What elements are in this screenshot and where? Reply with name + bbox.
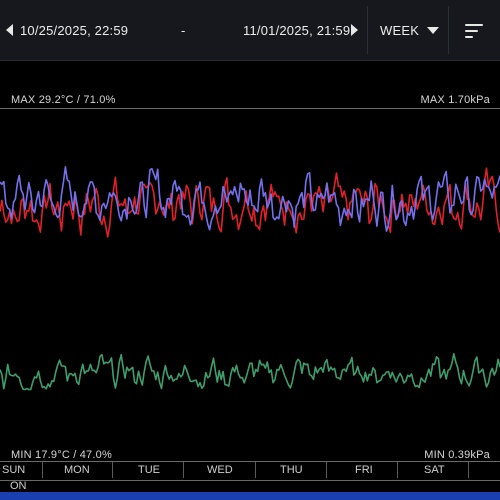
max-temp-humidity-label: MAX 29.2°C / 71.0% <box>11 94 116 106</box>
day-label-sun: SUN <box>2 464 26 476</box>
day-label-fri: FRI <box>355 464 373 476</box>
day-label-mon: MON <box>64 464 90 476</box>
series-line-2 <box>0 353 500 391</box>
day-label-sat: SAT <box>424 464 445 476</box>
status-bar <box>0 492 500 500</box>
day-label-thu: THU <box>280 464 303 476</box>
day-axis: SUN MON TUE WED THU FRI SAT <box>0 461 500 481</box>
period-dropdown[interactable]: WEEK <box>380 0 440 60</box>
sort-menu-icon[interactable] <box>465 24 483 38</box>
chart-plot <box>0 166 500 391</box>
top-toolbar: 10/25/2025, 22:59 - 11/01/2025, 21:59 WE… <box>0 0 500 61</box>
min-vpd-label: MIN 0.39kPa <box>424 449 490 461</box>
divider <box>448 6 449 54</box>
next-period-button[interactable] <box>351 0 358 60</box>
series-line-1 <box>0 166 500 232</box>
series-line-0 <box>0 167 500 238</box>
chevron-down-icon <box>427 26 440 34</box>
min-temp-humidity-label: MIN 17.9°C / 47.0% <box>11 449 112 461</box>
prev-period-button[interactable] <box>6 0 13 60</box>
divider <box>367 6 368 54</box>
date-range-separator: - <box>181 22 186 38</box>
max-line <box>0 108 500 109</box>
start-datetime[interactable]: 10/25/2025, 22:59 <box>20 22 129 38</box>
period-label: WEEK <box>380 22 420 38</box>
end-datetime[interactable]: 11/01/2025, 21:59 <box>243 22 351 38</box>
day-label-wed: WED <box>207 464 233 476</box>
max-vpd-label: MAX 1.70kPa <box>420 94 490 106</box>
next-arrow-icon <box>351 24 358 36</box>
day-label-tue: TUE <box>138 464 160 476</box>
prev-arrow-icon <box>6 24 13 36</box>
device-status: ON <box>10 480 27 492</box>
